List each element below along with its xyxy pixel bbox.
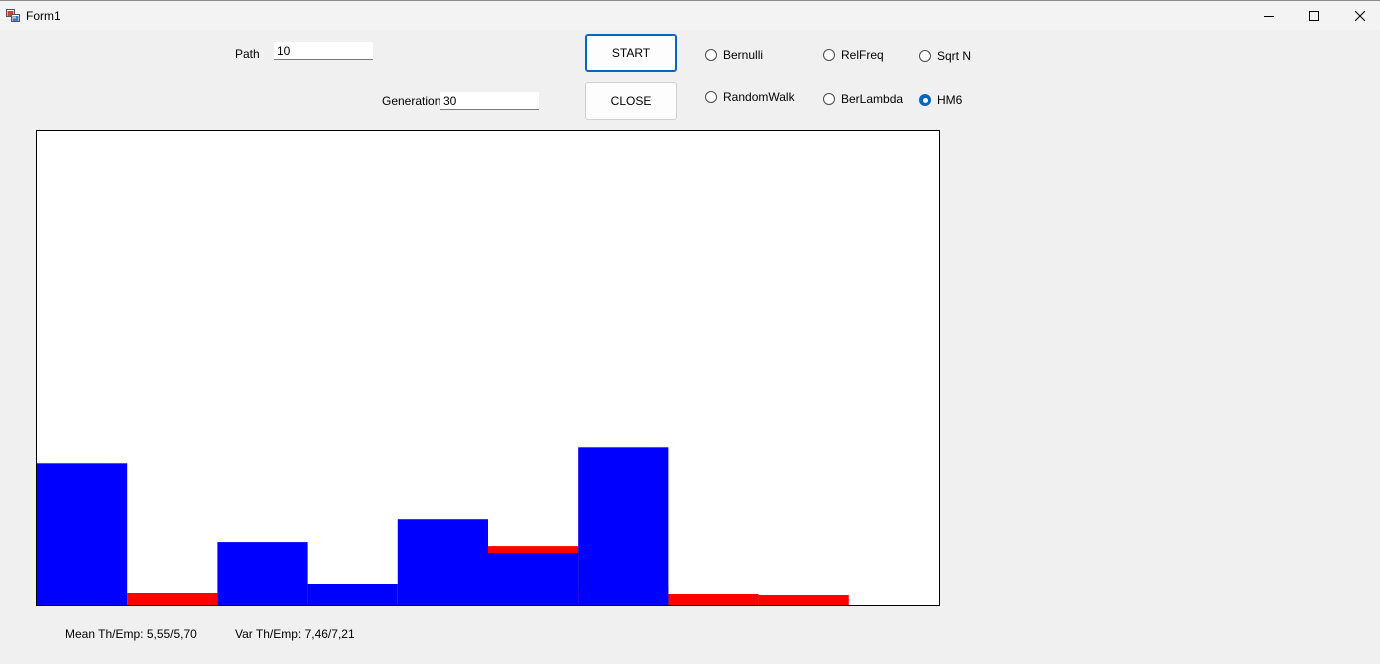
red-bar-8	[758, 595, 849, 605]
maximize-button[interactable]	[1291, 1, 1337, 31]
minimize-button[interactable]	[1246, 1, 1292, 31]
radio-indicator	[823, 93, 835, 105]
path-label: Path	[235, 47, 260, 61]
radio-label: RandomWalk	[723, 90, 795, 104]
generation-label: Generation	[382, 94, 442, 108]
histogram-panel	[36, 130, 940, 606]
close-icon	[1355, 11, 1365, 21]
blue-bar-2	[217, 542, 308, 605]
blue-bar-0	[37, 463, 128, 605]
app-icon	[6, 9, 20, 22]
radio-relfreq[interactable]: RelFreq	[823, 48, 884, 62]
blue-bar-5	[488, 553, 579, 605]
blue-bar-6	[578, 447, 669, 605]
blue-bar-4	[397, 519, 488, 605]
title-bar: Form1	[0, 0, 1380, 30]
generation-input[interactable]	[440, 92, 539, 110]
histogram-chart	[37, 447, 849, 605]
variance-stat: Var Th/Emp: 7,46/7,21	[235, 627, 355, 641]
radio-indicator	[919, 50, 931, 62]
radio-bernulli[interactable]: Bernulli	[705, 48, 763, 62]
radio-label: Bernulli	[723, 48, 764, 62]
radio-hm6[interactable]: HM6	[919, 93, 962, 107]
radio-indicator	[705, 49, 717, 61]
path-input[interactable]	[274, 42, 373, 60]
mean-stat: Mean Th/Emp: 5,55/5,70	[65, 627, 197, 641]
window-title: Form1	[26, 9, 61, 23]
radio-berlambda[interactable]: BerLambda	[823, 92, 903, 106]
radio-indicator	[823, 49, 835, 61]
radio-indicator	[705, 91, 717, 103]
blue-bar-3	[307, 584, 398, 605]
close-button[interactable]: CLOSE	[585, 82, 677, 120]
start-button[interactable]: START	[585, 34, 677, 72]
red-bar-1	[127, 593, 218, 605]
radio-label: HM6	[937, 93, 963, 107]
radio-indicator	[919, 94, 931, 106]
radio-sqrt-n[interactable]: Sqrt N	[919, 49, 971, 63]
red-bar-7	[668, 594, 759, 605]
maximize-icon	[1309, 11, 1319, 21]
close-window-button[interactable]	[1337, 1, 1380, 31]
radio-label: RelFreq	[841, 48, 884, 62]
radio-label: Sqrt N	[937, 49, 972, 63]
radio-label: BerLambda	[841, 92, 904, 106]
minimize-icon	[1264, 16, 1274, 17]
radio-randomwalk[interactable]: RandomWalk	[705, 90, 795, 104]
